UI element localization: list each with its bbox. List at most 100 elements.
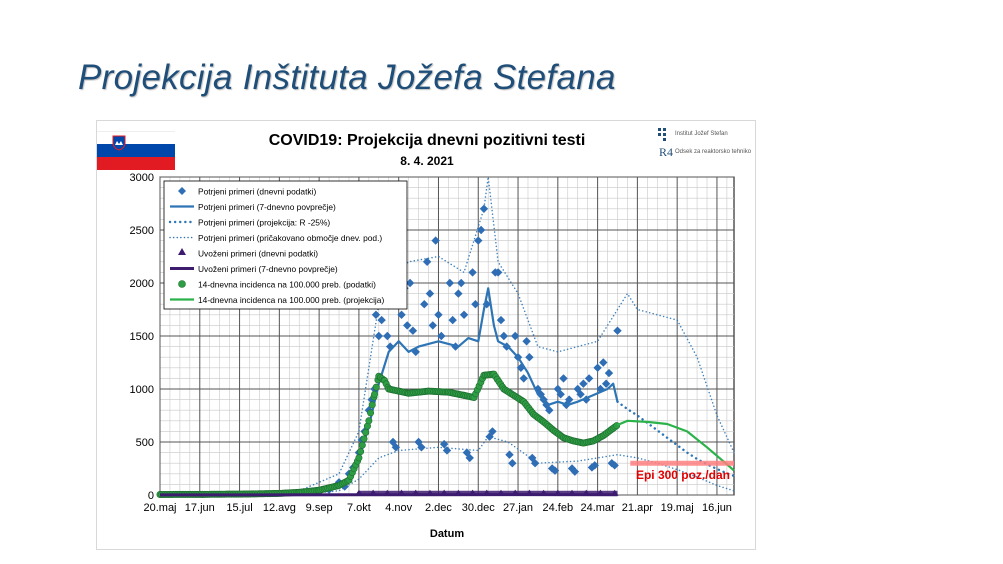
incidence-point — [355, 454, 363, 462]
department-name: Odsek za reaktorsko tehniko — [675, 149, 752, 155]
x-tick-label: 7.okt — [347, 502, 371, 514]
y-tick-label: 2500 — [130, 225, 154, 237]
confirmed-daily-point — [493, 268, 503, 277]
confirmed-daily-point — [371, 310, 381, 319]
confirmed-daily-point — [550, 466, 560, 475]
legend-label: 14-dnevna incidenca na 100.000 preb. (po… — [198, 280, 376, 290]
confirmed-daily-point — [584, 374, 594, 383]
confirmed-daily-point — [454, 289, 463, 298]
y-tick-label: 1500 — [130, 331, 154, 343]
confirmed-daily-point — [445, 278, 455, 288]
confirmed-daily-point — [505, 450, 514, 459]
incidence-point — [365, 417, 373, 425]
y-tick-label: 0 — [148, 490, 154, 502]
confirmed-daily-point — [479, 204, 489, 213]
legend-label: Potrjeni primeri (pričakovano območje dn… — [198, 233, 382, 243]
confirmed-daily-point — [422, 257, 432, 266]
confirmed-daily-point — [391, 443, 401, 452]
confirmed-daily-point — [428, 321, 437, 330]
incidence-point — [371, 390, 379, 398]
x-tick-label: 15.jul — [226, 502, 252, 514]
confirmed-daily-point — [383, 331, 392, 341]
confirmed-daily-point — [448, 315, 457, 325]
incidence-point — [358, 441, 366, 449]
confirmed-daily-point — [408, 326, 418, 335]
series-layer — [156, 176, 736, 498]
confirmed-daily-point — [587, 463, 597, 472]
covid-projection-chart: COVID19: Projekcija dnevni pozitivni tes… — [130, 132, 736, 540]
confirmed-daily-point — [496, 315, 506, 325]
x-tick-label: 30.dec — [462, 502, 496, 514]
confirmed-daily-point — [442, 446, 452, 455]
confirmed-daily-point — [374, 331, 384, 341]
confirmed-daily-point — [564, 395, 574, 404]
chart-title: COVID19: Projekcija dnevni pozitivni tes… — [269, 132, 586, 149]
legend-symbol — [178, 248, 186, 255]
x-tick-label: 9.sep — [306, 502, 333, 514]
x-tick-label: 27.jan — [503, 502, 533, 514]
confirmed-daily-point — [519, 374, 528, 383]
confirmed-daily-point — [613, 326, 622, 335]
confirmed-daily-point — [508, 459, 517, 468]
confirmed-daily-point — [434, 310, 443, 319]
confirmed-daily-point — [420, 300, 429, 309]
x-axis-label: Datum — [430, 528, 464, 540]
slide-title: Projekcija Inštituta Jožefa Stefana — [78, 58, 616, 97]
y-tick-label: 500 — [136, 437, 154, 449]
y-tick-label: 2000 — [130, 278, 154, 290]
x-tick-label: 4.nov — [385, 502, 412, 514]
chart-panel: Institut Jožef Stefan R4 Odsek za reakto… — [96, 120, 756, 550]
confirmed-daily-point — [377, 315, 386, 325]
legend-label: Potrjeni primeri (dnevni podatki) — [198, 187, 316, 197]
legend-label: 14-dnevna incidenca na 100.000 preb. (pr… — [198, 295, 384, 305]
confirmed-daily-point — [468, 268, 477, 277]
confirmed-daily-point — [439, 439, 449, 449]
confirmed-daily-point — [610, 461, 619, 470]
confirmed-daily-point — [488, 427, 497, 436]
institute-name: Institut Jožef Stefan — [675, 131, 728, 137]
slovenia-flag-red-stripe — [97, 157, 175, 170]
incidence-point — [362, 428, 370, 436]
legend: Potrjeni primeri (dnevni podatki) Potrjen… — [163, 180, 408, 310]
legend-symbol — [178, 280, 186, 288]
incidence-point — [360, 435, 368, 443]
x-tick-label: 17.jun — [185, 502, 215, 514]
confirmed-daily-point — [576, 390, 585, 399]
x-tick-label: 20.maj — [143, 502, 176, 514]
threshold-annotation: Epi 300 poz./dan — [630, 460, 734, 482]
legend-label: Uvoženi primeri (7-dnevno povprečje) — [198, 264, 338, 274]
imported-daily-band — [358, 490, 618, 495]
legend-label: Uvoženi primeri (dnevni podatki) — [198, 249, 318, 259]
y-tick-label: 1000 — [130, 384, 154, 396]
confirmed-daily-point — [545, 406, 554, 415]
x-tick-label: 12.avg — [263, 502, 296, 514]
r4-logo: R4 — [659, 145, 674, 159]
x-tick-label: 19.maj — [661, 502, 694, 514]
expected-range-line — [159, 435, 735, 496]
slovenia-coat-of-arms-icon — [112, 135, 126, 151]
x-tick-label: 16.jun — [702, 502, 732, 514]
confirmed-daily-point — [457, 278, 466, 288]
chart-subtitle: 8. 4. 2021 — [400, 154, 454, 168]
confirmed-daily-point — [599, 358, 608, 367]
confirmed-daily-point — [499, 331, 509, 341]
legend-label: Potrjeni primeri (7-dnevno povprečje) — [198, 202, 336, 212]
threshold-label: Epi 300 poz./dan — [636, 468, 730, 482]
incidence-point — [367, 409, 375, 417]
confirmed-daily-point — [431, 236, 440, 245]
legend-symbol — [178, 187, 186, 195]
confirmed-daily-point — [530, 459, 540, 468]
confirmed-daily-point — [437, 331, 446, 341]
incidence-point — [368, 401, 376, 409]
confirmed-daily-point — [465, 453, 474, 463]
confirmed-daily-point — [474, 236, 483, 245]
x-tick-label: 21.apr — [622, 502, 654, 514]
ijs-logo-icon — [658, 128, 666, 141]
confirmed-daily-point — [403, 321, 412, 330]
legend-box — [163, 180, 408, 310]
confirmed-daily-point — [425, 289, 435, 298]
institute-logo: Institut Jožef Stefan R4 Odsek za reakto… — [657, 127, 753, 167]
x-tick-label: 24.mar — [580, 502, 615, 514]
confirmed-daily-point — [604, 368, 614, 378]
x-tick-label: 24.feb — [543, 502, 574, 514]
